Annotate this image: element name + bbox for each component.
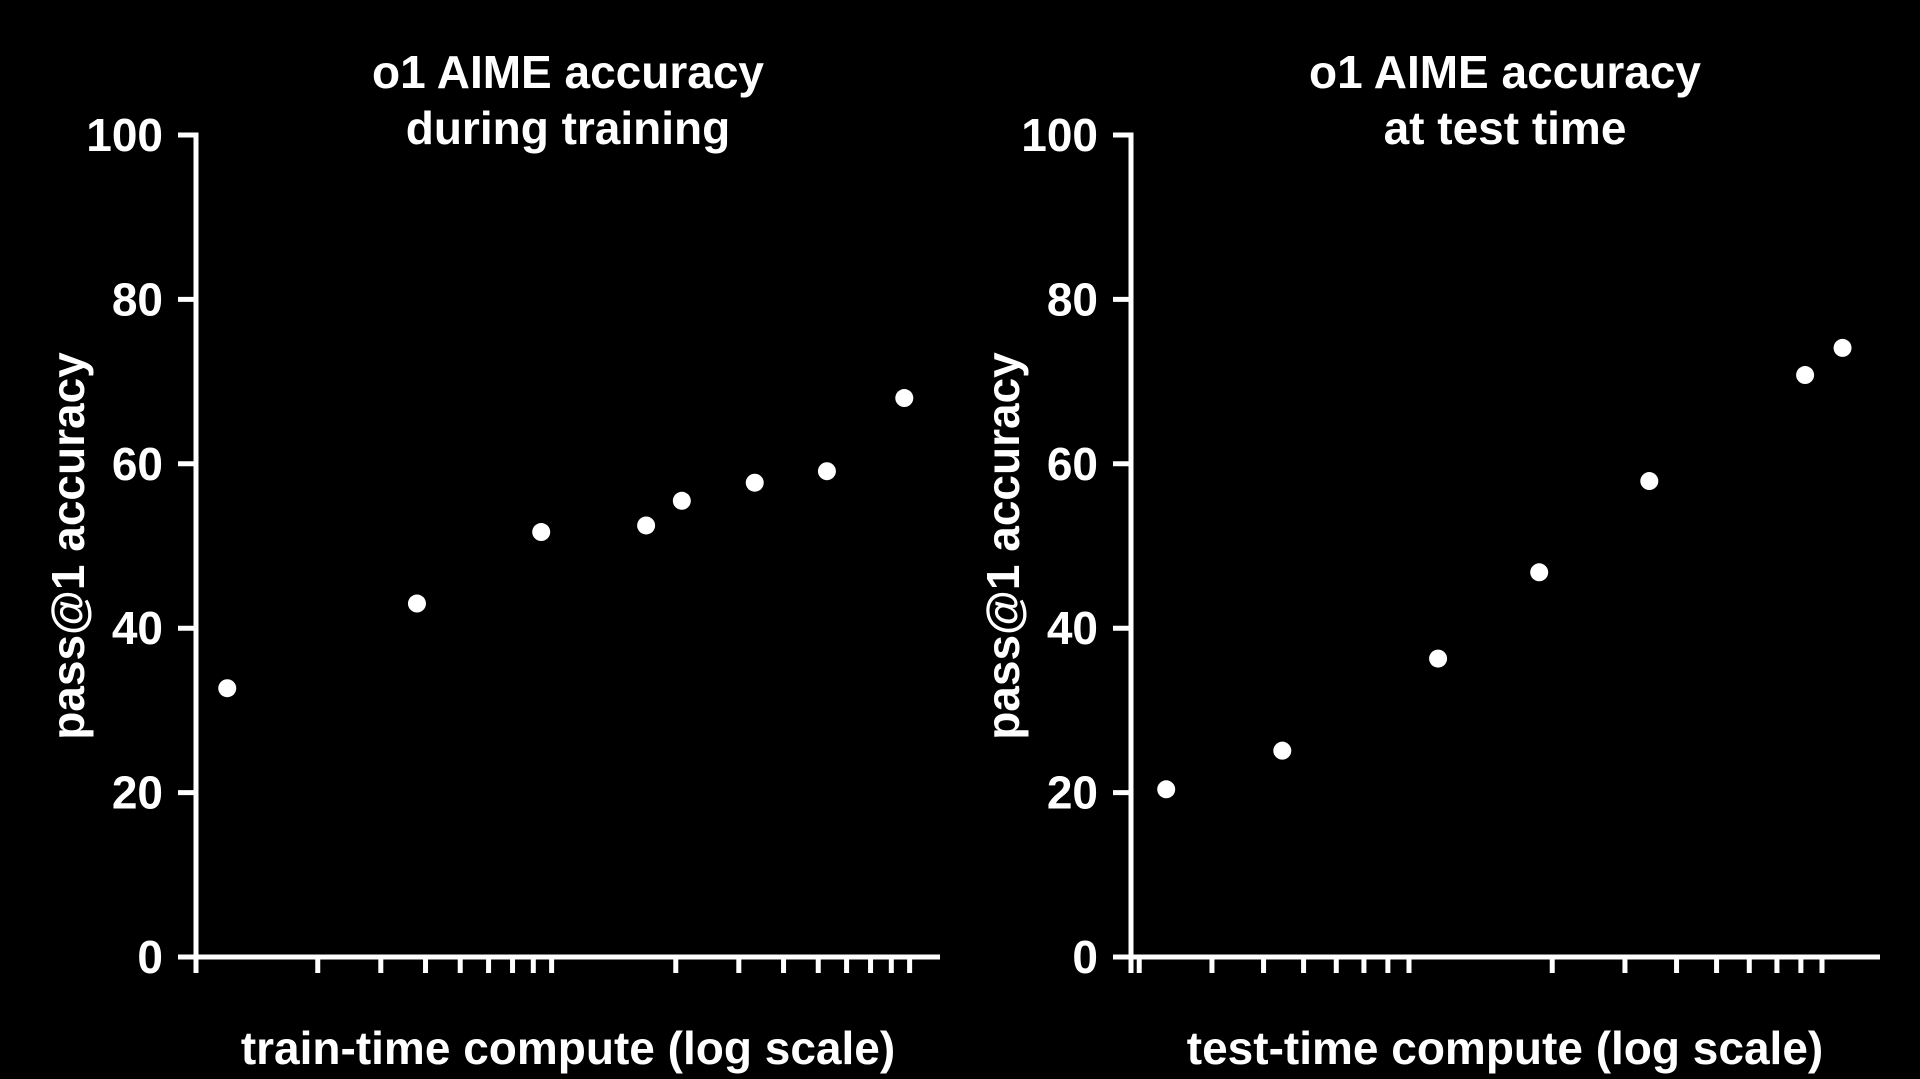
data-point bbox=[1530, 563, 1549, 582]
test-time-chart: 0 20 40 60 80 100 bbox=[1021, 109, 1880, 983]
y-axis-label-test: pass@1 accuracy bbox=[977, 352, 1029, 740]
chart-title-train: o1 AIME accuracy during training bbox=[218, 44, 918, 156]
y-tick-label: 0 bbox=[137, 931, 163, 983]
x-axis-label-train: train-time compute (log scale) bbox=[240, 1022, 896, 1074]
y-tick-label: 80 bbox=[1047, 273, 1098, 325]
data-point bbox=[218, 679, 237, 698]
data-point bbox=[745, 473, 764, 492]
data-point bbox=[672, 491, 691, 510]
data-point bbox=[532, 523, 551, 542]
data-point bbox=[1429, 649, 1448, 668]
data-point bbox=[1796, 366, 1815, 385]
chart-title-test: o1 AIME accuracy at test time bbox=[1155, 44, 1855, 156]
data-point bbox=[817, 462, 836, 481]
y-tick-label: 80 bbox=[112, 273, 163, 325]
data-point bbox=[1157, 780, 1176, 799]
y-tick-label: 40 bbox=[112, 602, 163, 654]
data-point bbox=[895, 389, 914, 408]
data-point bbox=[1833, 338, 1852, 357]
chart-title-train-line1: o1 AIME accuracy bbox=[371, 46, 765, 98]
y-tick-label: 100 bbox=[86, 109, 163, 161]
y-tick-label: 0 bbox=[1072, 931, 1098, 983]
data-point bbox=[637, 516, 656, 535]
chart-title-test-line1: o1 AIME accuracy bbox=[1308, 46, 1702, 98]
y-tick-label: 100 bbox=[1021, 109, 1098, 161]
y-tick-label: 20 bbox=[1047, 767, 1098, 819]
y-tick-label: 20 bbox=[112, 767, 163, 819]
y-tick-label: 40 bbox=[1047, 602, 1098, 654]
data-point bbox=[407, 594, 426, 613]
train-time-chart: 0 20 40 60 80 100 bbox=[86, 109, 940, 983]
x-axis-label-test: test-time compute (log scale) bbox=[1186, 1022, 1824, 1074]
y-tick-label: 60 bbox=[112, 438, 163, 490]
y-axis-label-train: pass@1 accuracy bbox=[42, 352, 94, 740]
chart-title-train-line2: during training bbox=[405, 102, 731, 154]
y-tick-label: 60 bbox=[1047, 438, 1098, 490]
chart-title-test-line2: at test time bbox=[1383, 102, 1627, 154]
data-point bbox=[1273, 741, 1292, 760]
data-point bbox=[1640, 472, 1659, 491]
